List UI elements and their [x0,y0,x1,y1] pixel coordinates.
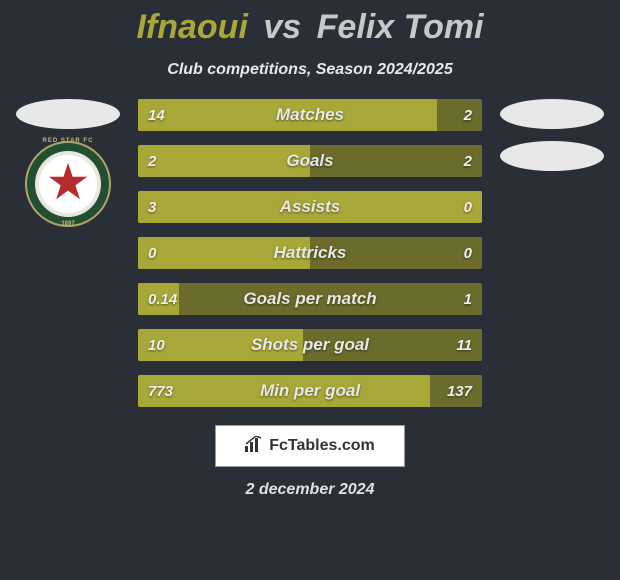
player1-placeholder-icon [16,99,120,129]
club2-placeholder-icon [500,141,604,171]
site-name: FcTables.com [269,437,375,455]
stat-label: Shots per goal [138,329,482,361]
stat-row: 0.141Goals per match [138,283,482,315]
stat-row: 22Goals [138,145,482,177]
stat-row: 1011Shots per goal [138,329,482,361]
comparison-title: Ifnaoui vs Felix Tomi [0,0,620,47]
stat-row: 142Matches [138,99,482,131]
stat-row: 00Hattricks [138,237,482,269]
stat-row: 773137Min per goal [138,375,482,407]
stat-label: Goals per match [138,283,482,315]
stat-label: Assists [138,191,482,223]
site-logo: FcTables.com [215,425,405,467]
stat-label: Matches [138,99,482,131]
player2-placeholder-icon [500,99,604,129]
stat-label: Min per goal [138,375,482,407]
right-column [492,99,612,407]
left-column: RED STAR FC ★ 1897 [8,99,128,407]
stat-bars: 142Matches 22Goals 30Assists 00Hattricks 0.1… [128,99,492,407]
main-layout: RED STAR FC ★ 1897 142Matches 22Goals 30As… [0,99,620,407]
chart-icon [245,436,263,457]
stat-label: Hattricks [138,237,482,269]
footer-date: 2 december 2024 [0,481,620,499]
vs-text: vs [263,8,301,46]
competition-subtitle: Club competitions, Season 2024/2025 [0,61,620,79]
club-logo-icon: RED STAR FC ★ 1897 [25,141,111,227]
star-icon: ★ [46,157,91,207]
player2-name: Felix Tomi [317,8,484,46]
stat-row: 30Assists [138,191,482,223]
player1-name: Ifnaoui [136,8,247,46]
stat-label: Goals [138,145,482,177]
